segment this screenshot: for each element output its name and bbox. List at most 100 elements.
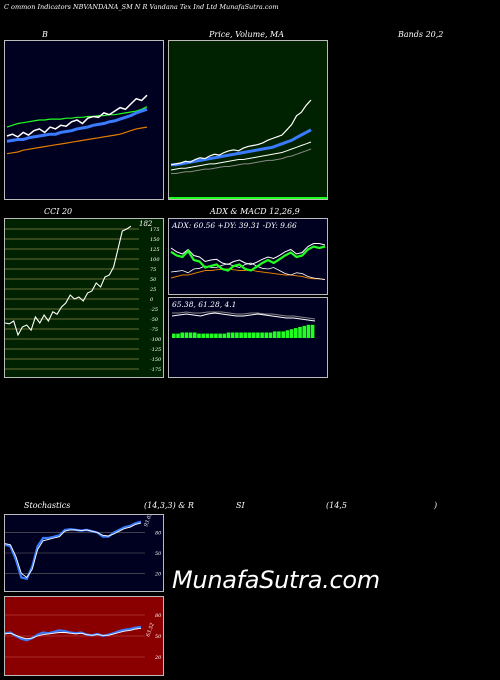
ma-short-line <box>171 128 312 167</box>
rsi-tick-label: 80 <box>155 613 162 619</box>
cci-tick-label: -150 <box>150 357 162 363</box>
cci-tick-label: -100 <box>150 337 162 343</box>
middle-band-line <box>6 107 148 143</box>
stoch-tick-label: 20 <box>154 571 162 577</box>
cci-tick-label: 175 <box>150 227 160 233</box>
price-chart <box>169 99 327 199</box>
macd-histogram-bar <box>260 332 264 338</box>
macd-histogram-bar <box>209 333 214 338</box>
cci-last-value: 182 <box>139 220 153 228</box>
stoch-title-e: ) <box>434 501 438 510</box>
upper-band-line <box>6 106 148 128</box>
cci-tick-label: 50 <box>150 277 157 283</box>
macd-histogram-bar <box>285 330 290 338</box>
macd-histogram-bar <box>281 331 285 338</box>
rsi-line <box>5 625 142 642</box>
cci-title: CCI 20 <box>44 207 73 216</box>
macd-histogram-bar <box>243 332 248 338</box>
macd-histogram-bar <box>302 325 306 338</box>
rsi-chart: 80 50 20 63.52 <box>5 613 162 661</box>
macd-histogram-bar <box>268 332 273 338</box>
stoch-title-c: SI <box>236 501 245 510</box>
cci-tick-label: -125 <box>150 347 161 353</box>
stoch-panel: 80 50 20 93.03 <box>4 514 164 592</box>
macd-histogram-bar <box>310 324 315 338</box>
bands-title: Bands 20,2 <box>398 30 444 39</box>
adx-summary: ADX: 60.56 +DY: 39.31 -DY: 9.66 <box>172 221 297 230</box>
cci-tick-label: -25 <box>150 307 158 313</box>
macd-histogram-bar <box>239 332 243 338</box>
rsi-panel: 80 50 20 63.52 <box>4 596 164 676</box>
cci-tick-label: 0 <box>150 297 154 303</box>
cci-tick-label: 25 <box>149 287 156 293</box>
macd-histogram-bar <box>180 332 184 338</box>
macd-histogram-bar <box>251 332 256 338</box>
macd-histogram-bar <box>247 332 252 338</box>
cci-panel: 175 150 125 100 75 50 25 0 -25 -50 -75 -100 -125 -150… <box>4 218 164 378</box>
cci-tick-label: 100 <box>150 257 160 263</box>
macd-signal-line <box>172 311 316 320</box>
stoch-title-d: (14,5 <box>326 501 347 510</box>
cci-tick-label: -175 <box>150 367 161 373</box>
page-title: C ommon Indicators NBVANDANA_SM N R Vand… <box>4 3 279 11</box>
bollinger-chart <box>6 94 148 155</box>
macd-panel: 65.38, 61.28, 4.1 <box>168 297 328 378</box>
macd-histogram-bar <box>277 331 281 338</box>
cci-tick-label: 125 <box>150 247 160 253</box>
cci-tick-label: -50 <box>150 317 159 323</box>
macd-histogram-bar <box>230 332 235 338</box>
macd-histogram-bar <box>184 332 189 338</box>
price-line <box>6 94 148 138</box>
macd-histogram-bar <box>201 333 205 338</box>
adx-panel: ADX: 60.56 +DY: 39.31 -DY: 9.66 <box>168 218 328 295</box>
macd-histogram-bar <box>222 333 227 338</box>
cci-tick-label: 150 <box>150 237 160 243</box>
macd-summary: 65.38, 61.28, 4.1 <box>172 300 237 309</box>
stoch-title-a: Stochastics <box>24 501 71 510</box>
adx-macd-title: ADX & MACD 12,26,9 <box>210 207 300 216</box>
macd-histogram-bar <box>272 331 277 338</box>
rsi-tick-label: 50 <box>155 634 162 640</box>
cci-chart: 175 150 125 100 75 50 25 0 -25 -50 -75 -100 -125 -150… <box>5 220 162 373</box>
macd-histogram-bar <box>294 328 298 338</box>
macd-histogram-bar <box>188 332 193 338</box>
macd-histogram-bar <box>205 333 210 338</box>
macd-histogram-bar <box>306 324 311 338</box>
bollinger-panel <box>4 40 164 200</box>
price-panel <box>168 40 328 200</box>
close-price-line <box>170 99 312 166</box>
macd-histogram-bar <box>197 333 201 338</box>
rsi-last-value: 63.52 <box>145 622 156 638</box>
ma-mid-line <box>170 141 312 171</box>
rsi-signal-line <box>5 627 142 640</box>
volume-bar <box>169 197 327 199</box>
macd-line <box>171 312 316 322</box>
macd-histogram-bar <box>289 329 294 338</box>
watermark: MunafaSutra.com <box>172 566 380 594</box>
stoch-d-line <box>5 522 142 579</box>
adx-chart <box>170 243 326 280</box>
macd-histogram-bar <box>298 327 302 338</box>
adx-line <box>170 243 326 266</box>
price-title: Price, Volume, MA <box>209 30 285 39</box>
stoch-chart: 80 50 20 93.03 <box>5 515 162 581</box>
macd-histogram-bar <box>226 332 231 338</box>
stoch-last-value: 93.03 <box>143 515 154 528</box>
di-line <box>170 262 326 280</box>
lower-band-line <box>6 126 148 155</box>
rsi-tick-label: 20 <box>154 655 162 661</box>
macd-histogram-bar <box>176 333 180 338</box>
ma-long-line <box>171 148 312 174</box>
macd-histogram-bar <box>256 332 260 338</box>
stoch-tick-label: 50 <box>155 551 162 557</box>
cci-line <box>5 225 132 337</box>
macd-histogram-bar <box>172 333 176 338</box>
macd-histogram-bar <box>193 332 197 338</box>
cci-tick-label: -75 <box>150 327 158 333</box>
stoch-title-b: (14,3,3) & R <box>144 501 194 510</box>
macd-histogram-bar <box>264 332 269 338</box>
macd-histogram-bar <box>214 333 218 338</box>
macd-histogram-bar <box>218 333 222 338</box>
macd-chart <box>171 311 316 338</box>
stoch-tick-label: 80 <box>155 531 162 537</box>
